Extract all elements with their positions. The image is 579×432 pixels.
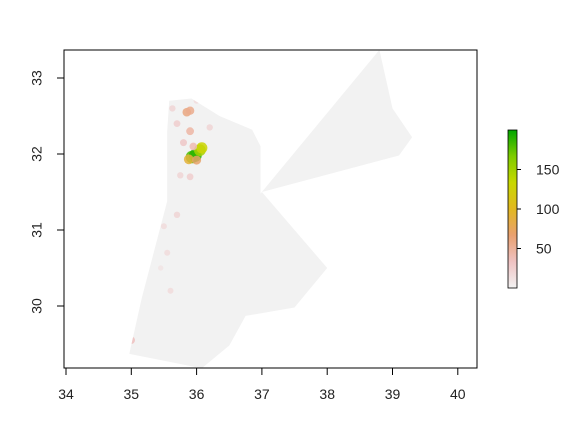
map-layer (129, 49, 413, 369)
y-tick-label: 33 (29, 70, 45, 86)
x-tick-label: 37 (254, 386, 270, 402)
density-hotspots (129, 97, 213, 344)
y-tick-label: 32 (29, 146, 45, 162)
hotspot-19 (169, 105, 176, 112)
legend-tick-label: 100 (536, 201, 560, 217)
hotspot-13 (186, 173, 194, 181)
legend-tick-label: 50 (536, 241, 552, 257)
x-tick-label: 38 (319, 386, 335, 402)
x-axis: 34 35 36 37 38 39 40 (58, 367, 466, 402)
hotspot-12 (206, 124, 213, 131)
hotspot-14 (177, 172, 184, 179)
legend-colorbar (507, 129, 518, 289)
hotspot-15 (173, 211, 181, 218)
x-tick-label: 35 (124, 386, 140, 402)
legend-tick-label: 150 (536, 162, 560, 178)
hotspot-9 (189, 142, 198, 151)
y-tick-label: 30 (29, 298, 45, 314)
hotspot-22 (158, 265, 164, 271)
hotspot-4 (183, 154, 194, 165)
hotspot-3 (196, 142, 208, 154)
legend-ticks: 50 100 150 (517, 162, 560, 257)
hotspot-17 (167, 287, 174, 294)
y-tick-label: 31 (29, 222, 45, 238)
hotspot-10 (180, 139, 187, 147)
jordan-region (129, 49, 413, 369)
x-tick-label: 34 (58, 386, 74, 402)
hotspot-16 (164, 249, 171, 256)
x-tick-label: 39 (385, 386, 401, 402)
y-axis: 30 31 32 33 (29, 70, 65, 314)
hotspot-8 (186, 127, 195, 136)
color-legend: 50 100 150 (507, 129, 560, 289)
hotspot-20 (193, 97, 200, 104)
hotspot-21 (160, 223, 167, 230)
hotspot-7 (185, 106, 195, 115)
x-tick-label: 36 (189, 386, 205, 402)
hotspot-11 (173, 120, 181, 127)
hotspot-5 (192, 155, 202, 165)
x-tick-label: 40 (450, 386, 466, 402)
hotspot-18 (129, 336, 136, 344)
